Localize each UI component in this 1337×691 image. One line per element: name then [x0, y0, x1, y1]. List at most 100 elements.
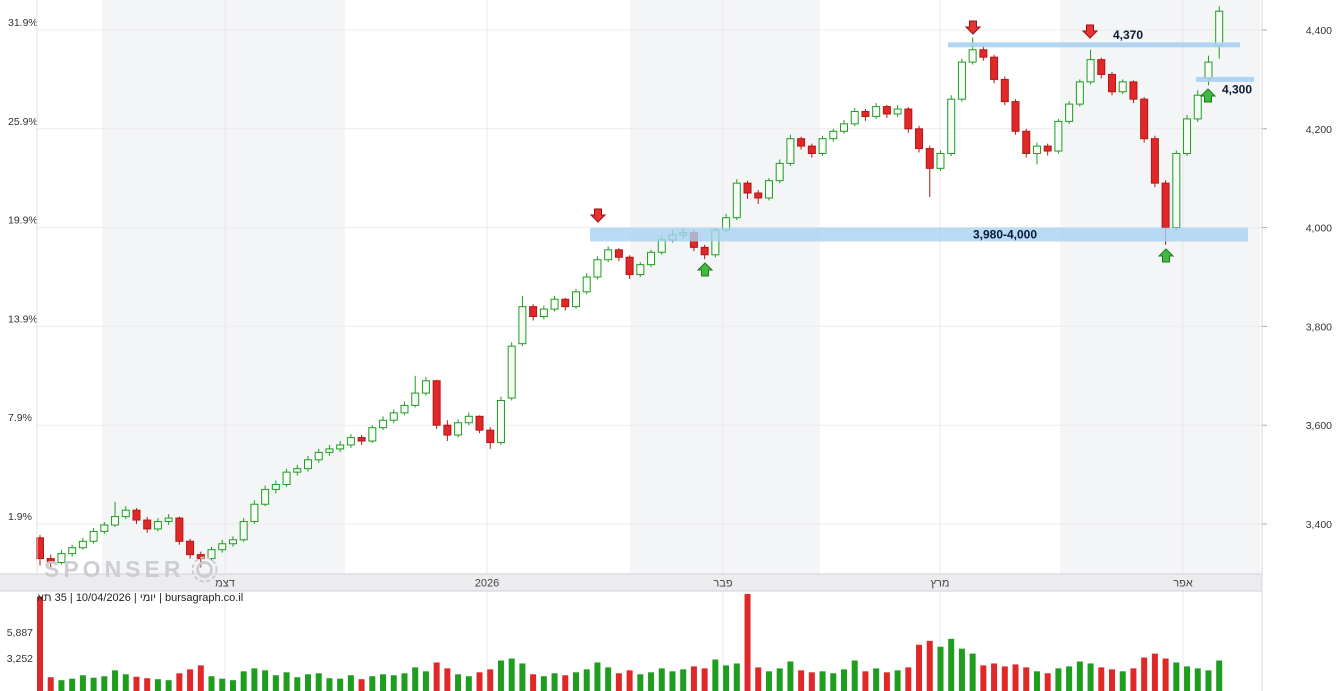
- volume-bar: [765, 671, 772, 691]
- candle-down: [529, 306, 538, 318]
- volume-bar: [1044, 673, 1051, 691]
- support-zone-label: 3,980-4,000: [973, 228, 1037, 242]
- volume-bar: [487, 669, 494, 691]
- candle-down: [443, 424, 452, 436]
- volume-bar: [669, 671, 676, 691]
- volume-bar: [605, 667, 612, 691]
- volume-bar: [937, 646, 944, 691]
- volume-bar: [926, 640, 933, 691]
- volume-bar: [154, 679, 161, 691]
- volume-bar: [916, 644, 923, 691]
- volume-bar: [905, 667, 912, 691]
- volume-bar: [380, 674, 387, 691]
- volume-bar: [690, 666, 697, 691]
- resistance-line-label: 4,370: [1113, 28, 1143, 42]
- volume-bar: [251, 668, 258, 691]
- volume-bar: [1184, 666, 1191, 691]
- candle-up: [164, 517, 173, 523]
- volume-bar: [47, 677, 54, 691]
- volume-bar: [187, 669, 194, 691]
- volume-bar: [283, 672, 290, 691]
- volume-bar: [1130, 668, 1137, 691]
- volume-bar: [508, 658, 515, 691]
- candle-up: [111, 516, 120, 526]
- candle-up: [1193, 94, 1202, 120]
- candle-up: [421, 380, 430, 394]
- x-axis-month-label: 2026: [475, 578, 499, 590]
- volume-bar: [948, 638, 955, 691]
- volume-bar: [305, 674, 311, 691]
- candle-up: [400, 404, 409, 414]
- sell-signal-arrow-icon: [1081, 24, 1099, 39]
- sponser-watermark: SPONSER: [44, 556, 218, 583]
- candle-up: [336, 444, 345, 450]
- candle-down: [357, 437, 366, 442]
- candle-up: [89, 530, 98, 542]
- volume-bar: [819, 671, 826, 691]
- candle-up: [775, 162, 784, 182]
- candle-up: [218, 543, 227, 551]
- candle-up: [250, 503, 259, 523]
- month-band: [102, 0, 345, 574]
- candle-down: [486, 429, 495, 443]
- volume-bar: [347, 675, 354, 691]
- candle-up: [1118, 81, 1127, 93]
- candle-up: [764, 180, 773, 199]
- candle-up: [947, 98, 956, 155]
- volume-bar: [626, 670, 633, 691]
- x-axis-month-label: מרץ: [931, 578, 950, 590]
- candle-down: [46, 558, 55, 564]
- candle-down: [432, 380, 441, 426]
- candle-up: [1032, 145, 1041, 154]
- candle-down: [882, 106, 891, 115]
- candle-up: [68, 547, 77, 555]
- candle-up: [261, 488, 270, 505]
- candle-down: [904, 108, 913, 130]
- candle-down: [614, 249, 623, 258]
- candle-up: [593, 259, 602, 278]
- candle-up: [1215, 10, 1224, 47]
- buy-signal-arrow-icon: [1199, 88, 1217, 103]
- candle-down: [797, 138, 806, 147]
- candle-down: [1000, 78, 1009, 103]
- candle-up: [818, 138, 827, 154]
- volume-bar: [701, 668, 708, 691]
- volume-bar: [562, 675, 569, 691]
- volume-bar: [1109, 669, 1115, 691]
- volume-bar: [530, 674, 537, 691]
- volume-axis-label: 5,887: [7, 627, 33, 639]
- x-axis-month-label: אפר: [1173, 578, 1193, 590]
- candle-up: [153, 521, 162, 530]
- candle-up: [829, 130, 838, 140]
- volume-bar: [315, 673, 322, 691]
- volume-bar: [58, 680, 65, 691]
- y-axis-pct-label: 7.9%: [8, 412, 32, 424]
- candle-down: [143, 519, 152, 530]
- candle-up: [121, 509, 130, 518]
- candle-down: [990, 56, 999, 80]
- volume-bar: [37, 596, 43, 691]
- candle-down: [1161, 182, 1170, 229]
- volume-bar: [841, 669, 847, 691]
- volume-bar: [229, 680, 236, 691]
- volume-bar: [851, 660, 858, 691]
- candle-up: [454, 422, 463, 436]
- volume-bar: [540, 676, 547, 691]
- volume-bar: [1141, 657, 1148, 691]
- support-zone: [590, 227, 1248, 242]
- volume-bar: [1001, 666, 1008, 691]
- resistance-line: [1196, 76, 1254, 82]
- volume-bar: [497, 660, 504, 691]
- volume-bar: [991, 663, 998, 691]
- candle-up: [732, 182, 741, 219]
- candle-up: [346, 437, 355, 446]
- volume-bar: [808, 672, 815, 691]
- candle-down: [175, 517, 184, 542]
- volume-bar: [798, 670, 805, 691]
- candle-up: [411, 392, 420, 406]
- y-axis-pct-label: 19.9%: [8, 215, 38, 227]
- volume-bar: [958, 648, 965, 691]
- volume-bar: [894, 670, 901, 691]
- candle-up: [968, 49, 977, 63]
